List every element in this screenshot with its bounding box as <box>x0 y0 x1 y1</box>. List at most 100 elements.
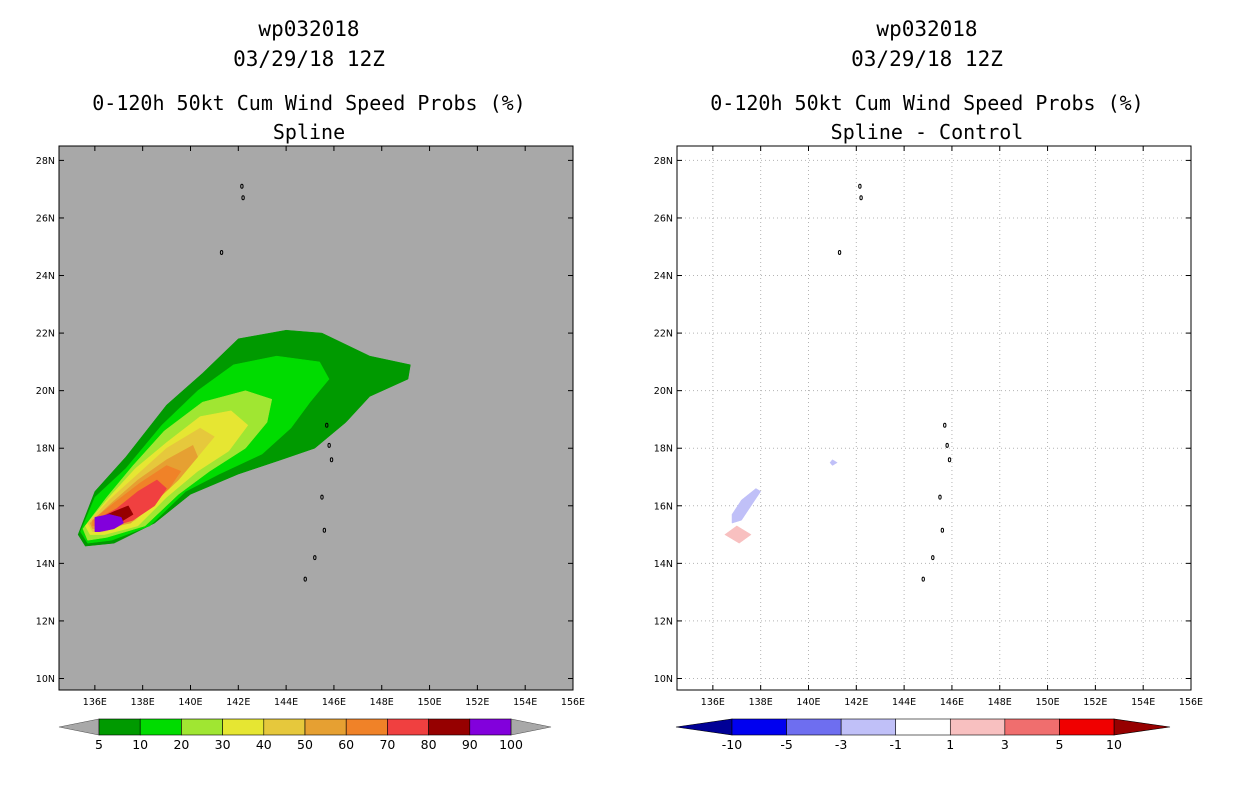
left-x-tick-label: 154E <box>513 697 537 708</box>
left-colorbar-box-9 <box>469 718 512 736</box>
right-island-7 <box>940 527 945 533</box>
right-x-tick-label: 142E <box>844 697 868 708</box>
right-title-date: 03/29/18 12Z <box>851 47 1003 71</box>
left-colorbar-label: 20 <box>173 737 189 752</box>
left-island-0 <box>240 183 244 189</box>
left-x-tick-label: 156E <box>561 697 585 708</box>
right-colorbar-label: -1 <box>889 737 901 752</box>
left-y-tick-label: 12N <box>36 616 55 627</box>
left-island-7 <box>322 527 327 533</box>
left-title-date: 03/29/18 12Z <box>233 47 385 71</box>
right-island-9 <box>921 576 925 582</box>
left-contour-layer <box>77 183 411 582</box>
right-x-tick-label: 152E <box>1083 697 1107 708</box>
left-x-tick-label: 140E <box>178 697 202 708</box>
left-chart-panel: wp032018 03/29/18 12Z 0-120h 50kt Cum Wi… <box>36 17 585 752</box>
right-colorbar-box-3 <box>895 718 951 736</box>
left-title-variant: Spline <box>272 120 346 144</box>
right-x-tick-label: 148E <box>988 697 1012 708</box>
left-colorbar-box-1 <box>139 718 182 736</box>
right-island-8 <box>931 555 935 561</box>
left-y-tick-label: 14N <box>36 559 55 570</box>
left-y-tick-label: 22N <box>36 329 55 340</box>
left-colorbar-box-0 <box>98 718 141 736</box>
right-y-tick-label: 20N <box>654 386 673 397</box>
right-y-tick-label: 10N <box>654 674 673 685</box>
right-colorbar-box-6 <box>1059 718 1115 736</box>
right-island-1 <box>859 195 863 201</box>
left-island-3 <box>325 422 329 428</box>
left-y-tick-label: 26N <box>36 213 55 224</box>
left-x-tick-label: 138E <box>131 697 155 708</box>
right-colorbar-box-5 <box>1004 718 1060 736</box>
right-title-product: 0-120h 50kt Cum Wind Speed Probs (%) <box>710 91 1144 115</box>
left-x-tick-label: 144E <box>274 697 298 708</box>
right-chart-panel: wp032018 03/29/18 12Z 0-120h 50kt Cum Wi… <box>618 0 1236 800</box>
right-y-tick-label: 22N <box>654 329 673 340</box>
right-x-tick-label: 140E <box>796 697 820 708</box>
left-y-tick-label: 20N <box>36 386 55 397</box>
right-x-tick-label: 136E <box>701 697 725 708</box>
right-colorbar-label: 5 <box>1055 737 1063 752</box>
right-colorbar-label: -3 <box>835 737 847 752</box>
right-island-5 <box>947 457 952 463</box>
left-colorbar-box-2 <box>181 718 223 736</box>
right-y-tick-label: 18N <box>654 444 673 455</box>
left-island-2 <box>219 249 224 255</box>
left-colorbar-label: 10 <box>132 737 148 752</box>
left-y-tick-label: 24N <box>36 271 55 282</box>
right-x-tick-label: 146E <box>940 697 964 708</box>
right-y-tick-label: 24N <box>654 271 673 282</box>
left-colorbar-box-3 <box>222 718 265 736</box>
left-colorbar-label: 80 <box>421 737 437 752</box>
left-x-tick-label: 136E <box>83 697 107 708</box>
right-title-storm: wp032018 <box>876 17 978 41</box>
left-colorbar-label: 100 <box>499 737 523 752</box>
right-chart-svg: 136E 138E 140E 142E 144E 146E 148E 150E 152E 154E… <box>654 145 1203 752</box>
left-colorbar-box-6 <box>345 718 388 736</box>
left-y-tick-label: 10N <box>36 674 55 685</box>
right-title-variant: Spline - Control <box>830 120 1024 144</box>
right-colorbar-box-2 <box>840 718 897 736</box>
left-colorbar-label: 5 <box>95 737 103 752</box>
left-colorbar-label: 90 <box>462 737 478 752</box>
right-colorbar-box-1 <box>786 718 842 736</box>
right-y-tick-label: 26N <box>654 213 673 224</box>
left-colorbar-label: 40 <box>256 737 272 752</box>
right-contour-region-1 <box>829 459 838 466</box>
left-x-tick-label: 142E <box>226 697 250 708</box>
right-colorbar-label: -10 <box>722 737 742 752</box>
left-chart-svg: 136E 138E 140E 142E 144E 146E 148E 150E 152E 154E… <box>36 145 585 752</box>
left-island-5 <box>329 457 334 463</box>
left-x-tick-label: 152E <box>465 697 489 708</box>
right-y-tick-label: 12N <box>654 616 673 627</box>
right-contour-region-0 <box>731 488 761 524</box>
left-colorbar-low-arrow <box>58 718 100 736</box>
right-island-0 <box>858 183 862 189</box>
left-y-tick-label: 28N <box>36 156 55 167</box>
right-colorbar-low-arrow <box>675 718 733 736</box>
left-island-4 <box>327 442 331 448</box>
right-colorbar-label: 3 <box>1001 737 1009 752</box>
right-colorbar-box-4 <box>949 718 1006 736</box>
right-x-tick-label: 154E <box>1131 697 1155 708</box>
left-colorbar-label: 70 <box>379 737 395 752</box>
right-plot-frame <box>676 145 1192 691</box>
left-y-tick-label: 16N <box>36 501 55 512</box>
right-x-tick-label: 144E <box>892 697 916 708</box>
left-colorbar-label: 30 <box>215 737 231 752</box>
right-contour-region-2 <box>724 525 752 544</box>
left-x-tick-label: 148E <box>370 697 394 708</box>
right-y-tick-label: 16N <box>654 501 673 512</box>
right-plot-background <box>677 146 1191 690</box>
left-title-product: 0-120h 50kt Cum Wind Speed Probs (%) <box>92 91 526 115</box>
right-island-2 <box>837 249 842 255</box>
left-colorbar-box-4 <box>263 718 306 736</box>
right-colorbar-box-0 <box>731 718 787 736</box>
left-island-9 <box>303 576 307 582</box>
left-colorbar-label: 60 <box>338 737 354 752</box>
right-island-4 <box>945 442 949 448</box>
right-island-6 <box>938 494 942 500</box>
left-plot-frame <box>58 145 574 691</box>
right-colorbar-high-arrow <box>1113 718 1171 736</box>
